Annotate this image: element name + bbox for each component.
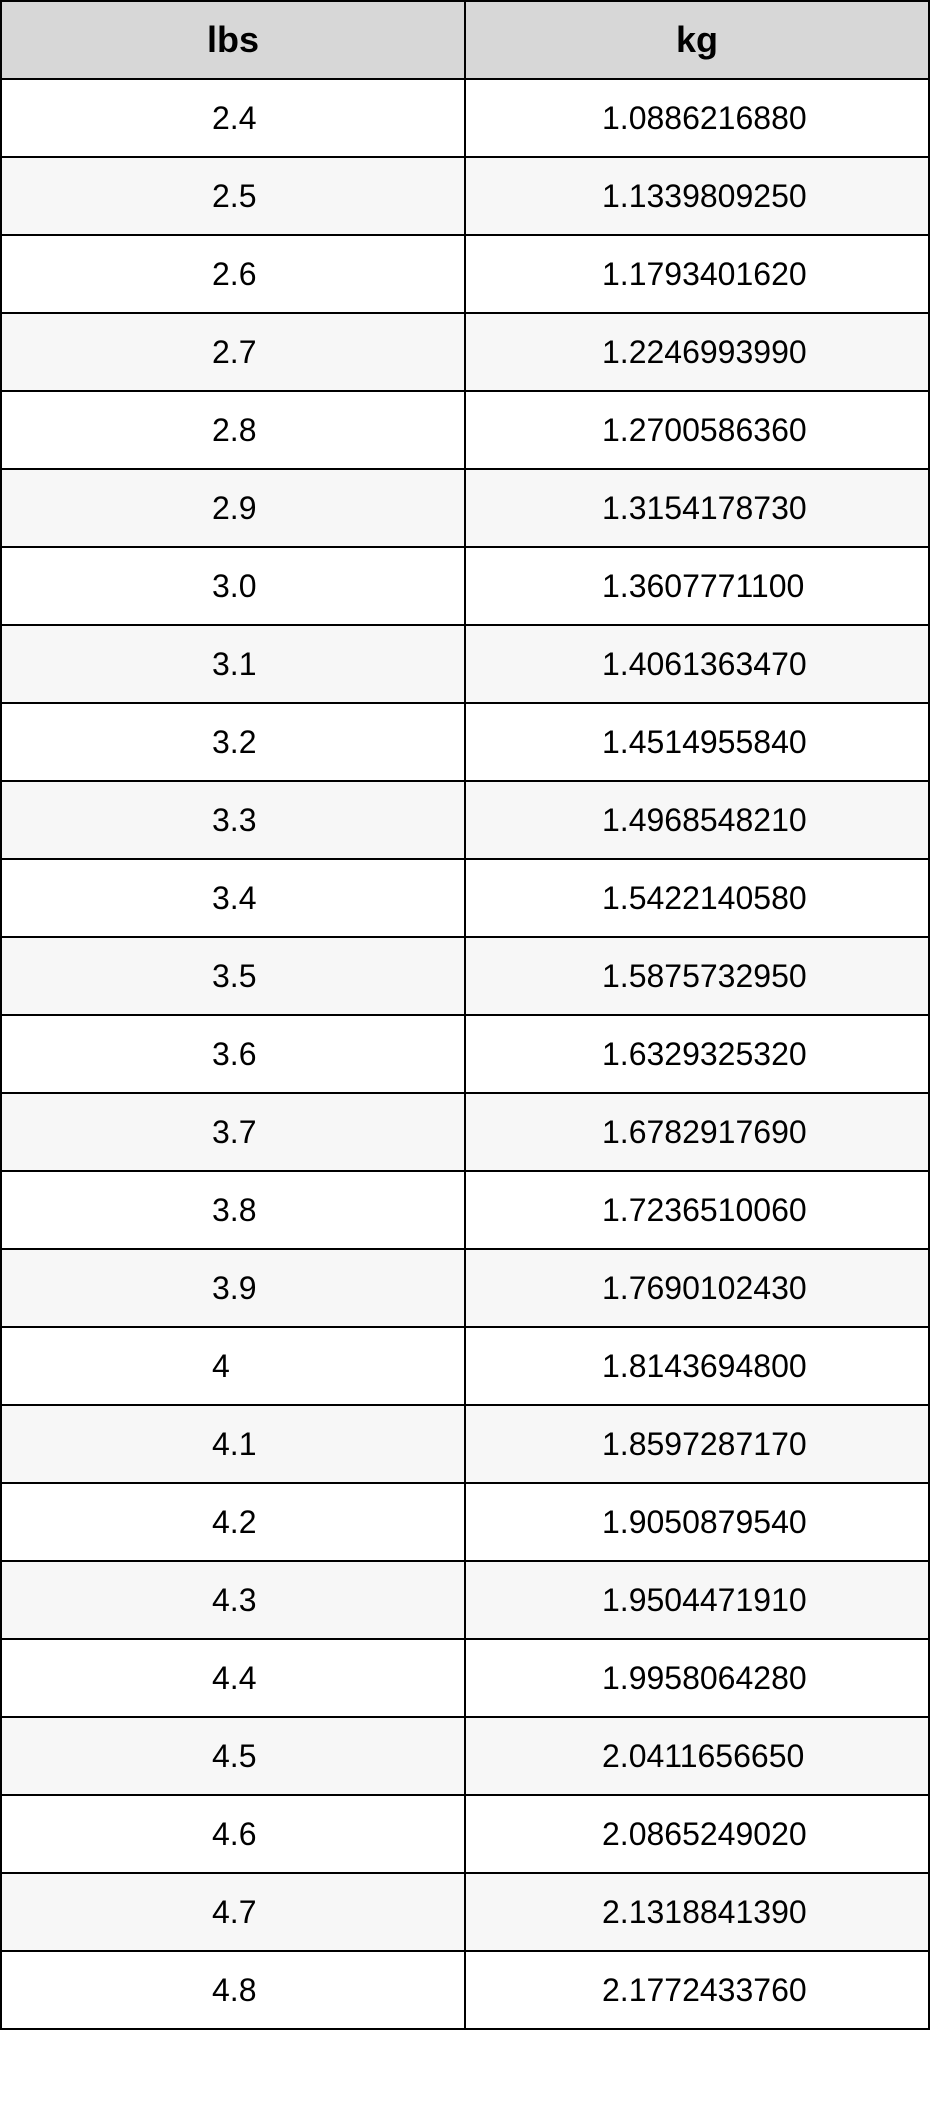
lbs-cell: 4.3 — [1, 1561, 465, 1639]
lbs-cell: 3.1 — [1, 625, 465, 703]
table-row: 3.9 1.7690102430 — [1, 1249, 929, 1327]
lbs-cell: 4.7 — [1, 1873, 465, 1951]
kg-cell: 1.1339809250 — [465, 157, 929, 235]
table-row: 2.9 1.3154178730 — [1, 469, 929, 547]
kg-cell: 2.0411656650 — [465, 1717, 929, 1795]
kg-cell: 1.1793401620 — [465, 235, 929, 313]
table-row: 4.4 1.9958064280 — [1, 1639, 929, 1717]
table-row: 3.6 1.6329325320 — [1, 1015, 929, 1093]
table-row: 4.3 1.9504471910 — [1, 1561, 929, 1639]
table-row: 3.8 1.7236510060 — [1, 1171, 929, 1249]
lbs-cell: 3.4 — [1, 859, 465, 937]
table-row: 4.1 1.8597287170 — [1, 1405, 929, 1483]
lbs-cell: 4 — [1, 1327, 465, 1405]
kg-cell: 1.9504471910 — [465, 1561, 929, 1639]
lbs-cell: 2.5 — [1, 157, 465, 235]
kg-cell: 1.4968548210 — [465, 781, 929, 859]
table-row: 4.7 2.1318841390 — [1, 1873, 929, 1951]
lbs-cell: 2.9 — [1, 469, 465, 547]
table-row: 3.3 1.4968548210 — [1, 781, 929, 859]
table-row: 4.5 2.0411656650 — [1, 1717, 929, 1795]
lbs-cell: 4.4 — [1, 1639, 465, 1717]
kg-cell: 1.9958064280 — [465, 1639, 929, 1717]
kg-cell: 1.7236510060 — [465, 1171, 929, 1249]
table-row: 3.5 1.5875732950 — [1, 937, 929, 1015]
header-kg: kg — [465, 1, 929, 79]
lbs-cell: 3.7 — [1, 1093, 465, 1171]
header-lbs: lbs — [1, 1, 465, 79]
kg-cell: 1.2700586360 — [465, 391, 929, 469]
table-row: 4.6 2.0865249020 — [1, 1795, 929, 1873]
kg-cell: 1.8143694800 — [465, 1327, 929, 1405]
kg-cell: 1.9050879540 — [465, 1483, 929, 1561]
kg-cell: 1.6782917690 — [465, 1093, 929, 1171]
header-row: lbs kg — [1, 1, 929, 79]
table-row: 2.8 1.2700586360 — [1, 391, 929, 469]
kg-cell: 2.1772433760 — [465, 1951, 929, 2029]
table-row: 2.4 1.0886216880 — [1, 79, 929, 157]
lbs-cell: 2.6 — [1, 235, 465, 313]
conversion-table: lbs kg 2.4 1.0886216880 2.5 1.1339809250… — [0, 0, 930, 2030]
lbs-cell: 2.7 — [1, 313, 465, 391]
kg-cell: 1.5422140580 — [465, 859, 929, 937]
kg-cell: 1.7690102430 — [465, 1249, 929, 1327]
lbs-cell: 4.6 — [1, 1795, 465, 1873]
kg-cell: 1.3154178730 — [465, 469, 929, 547]
lbs-cell: 4.2 — [1, 1483, 465, 1561]
kg-cell: 1.3607771100 — [465, 547, 929, 625]
lbs-cell: 3.2 — [1, 703, 465, 781]
table-row: 3.0 1.3607771100 — [1, 547, 929, 625]
lbs-cell: 4.1 — [1, 1405, 465, 1483]
kg-cell: 1.6329325320 — [465, 1015, 929, 1093]
lbs-cell: 3.9 — [1, 1249, 465, 1327]
kg-cell: 1.8597287170 — [465, 1405, 929, 1483]
kg-cell: 1.0886216880 — [465, 79, 929, 157]
kg-cell: 2.0865249020 — [465, 1795, 929, 1873]
table-body: 2.4 1.0886216880 2.5 1.1339809250 2.6 1.… — [1, 79, 929, 2029]
table-row: 4 1.8143694800 — [1, 1327, 929, 1405]
table-row: 3.1 1.4061363470 — [1, 625, 929, 703]
table-row: 3.2 1.4514955840 — [1, 703, 929, 781]
kg-cell: 1.4061363470 — [465, 625, 929, 703]
table-row: 2.5 1.1339809250 — [1, 157, 929, 235]
lbs-cell: 3.8 — [1, 1171, 465, 1249]
kg-cell: 1.5875732950 — [465, 937, 929, 1015]
lbs-cell: 3.5 — [1, 937, 465, 1015]
table-row: 4.8 2.1772433760 — [1, 1951, 929, 2029]
lbs-cell: 3.6 — [1, 1015, 465, 1093]
table-row: 2.6 1.1793401620 — [1, 235, 929, 313]
lbs-cell: 4.8 — [1, 1951, 465, 2029]
table-row: 3.7 1.6782917690 — [1, 1093, 929, 1171]
lbs-cell: 2.8 — [1, 391, 465, 469]
kg-cell: 1.2246993990 — [465, 313, 929, 391]
table-row: 3.4 1.5422140580 — [1, 859, 929, 937]
kg-cell: 2.1318841390 — [465, 1873, 929, 1951]
table-row: 2.7 1.2246993990 — [1, 313, 929, 391]
lbs-cell: 4.5 — [1, 1717, 465, 1795]
lbs-cell: 3.3 — [1, 781, 465, 859]
table-row: 4.2 1.9050879540 — [1, 1483, 929, 1561]
lbs-cell: 2.4 — [1, 79, 465, 157]
lbs-cell: 3.0 — [1, 547, 465, 625]
kg-cell: 1.4514955840 — [465, 703, 929, 781]
